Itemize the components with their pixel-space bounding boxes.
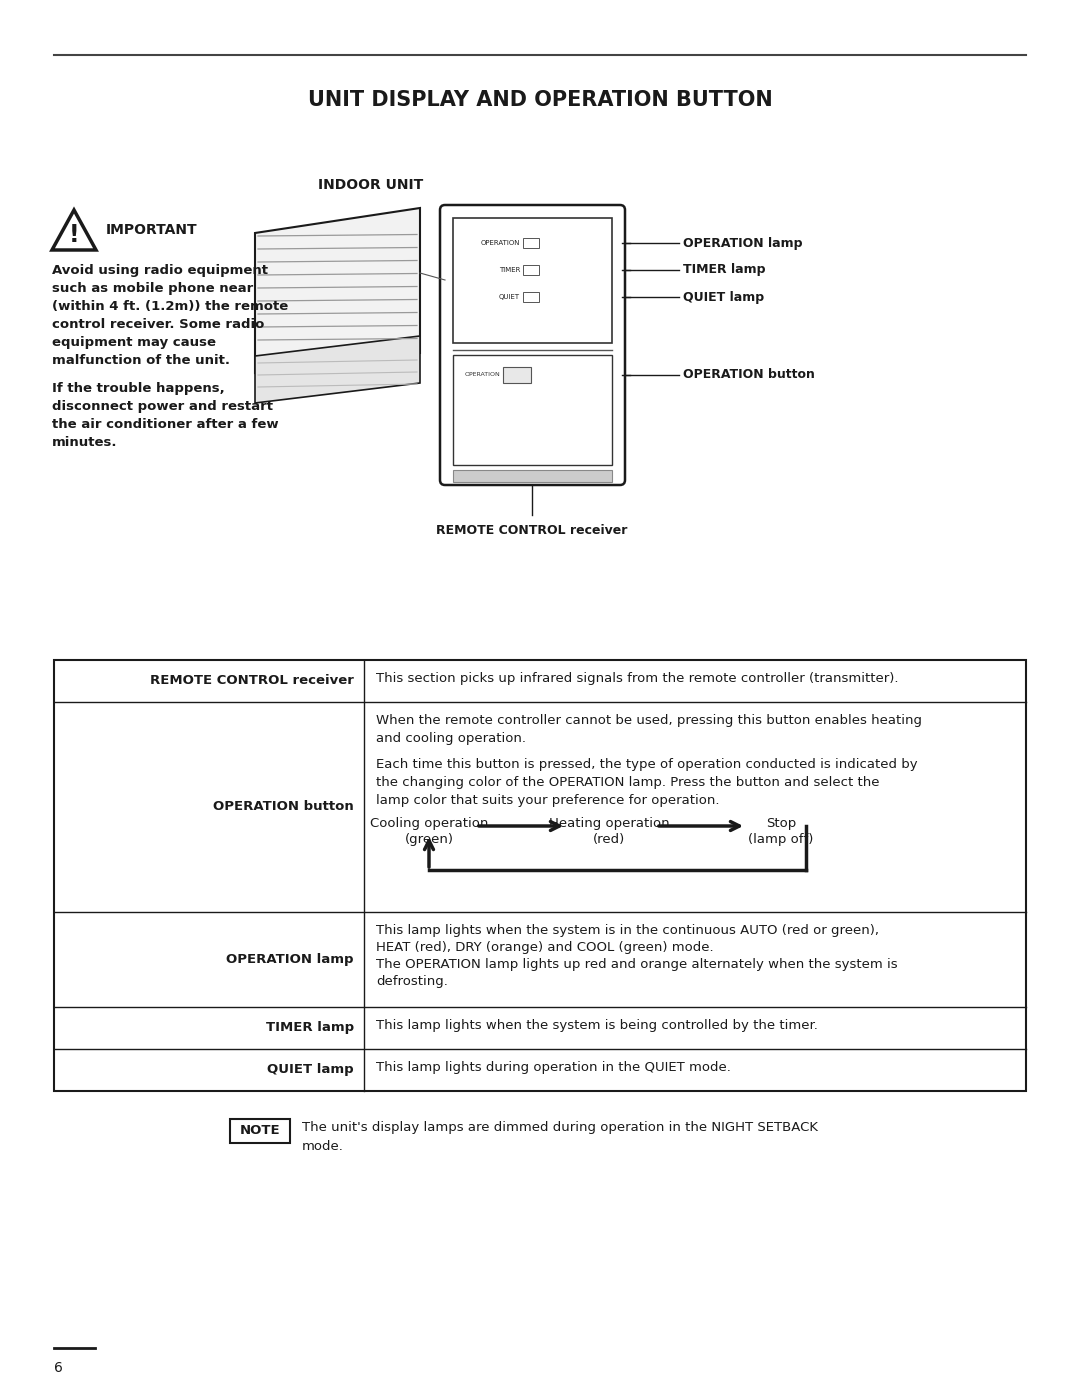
Bar xyxy=(523,265,539,275)
Text: This lamp lights when the system is being controlled by the timer.: This lamp lights when the system is bein… xyxy=(376,1018,818,1032)
Text: The OPERATION lamp lights up red and orange alternately when the system is: The OPERATION lamp lights up red and ora… xyxy=(376,958,897,971)
Text: and cooling operation.: and cooling operation. xyxy=(376,732,526,745)
Bar xyxy=(453,469,612,482)
Bar xyxy=(230,1119,291,1143)
Bar xyxy=(453,355,612,465)
Text: malfunction of the unit.: malfunction of the unit. xyxy=(52,353,230,367)
Text: Avoid using radio equipment: Avoid using radio equipment xyxy=(52,264,268,277)
Bar xyxy=(453,218,612,344)
Text: REMOTE CONTROL receiver: REMOTE CONTROL receiver xyxy=(436,524,627,536)
Text: Each time this button is pressed, the type of operation conducted is indicated b: Each time this button is pressed, the ty… xyxy=(376,759,918,771)
Text: lamp color that suits your preference for operation.: lamp color that suits your preference fo… xyxy=(376,793,719,807)
Text: (red): (red) xyxy=(593,833,625,847)
Text: TIMER lamp: TIMER lamp xyxy=(683,264,766,277)
Text: defrosting.: defrosting. xyxy=(376,975,448,988)
Text: (lamp off): (lamp off) xyxy=(748,833,813,847)
Text: UNIT DISPLAY AND OPERATION BUTTON: UNIT DISPLAY AND OPERATION BUTTON xyxy=(308,89,772,110)
Bar xyxy=(54,659,1026,1091)
Text: (green): (green) xyxy=(405,833,454,847)
Text: OPERATION lamp: OPERATION lamp xyxy=(227,953,354,965)
Text: QUIET lamp: QUIET lamp xyxy=(683,291,765,303)
Bar xyxy=(503,367,531,383)
Text: the air conditioner after a few: the air conditioner after a few xyxy=(52,418,279,432)
Text: OPERATION: OPERATION xyxy=(481,240,519,246)
Text: TIMER: TIMER xyxy=(499,267,519,272)
Text: control receiver. Some radio: control receiver. Some radio xyxy=(52,319,265,331)
Polygon shape xyxy=(255,208,420,373)
Text: This lamp lights during operation in the QUIET mode.: This lamp lights during operation in the… xyxy=(376,1060,731,1074)
Text: 6: 6 xyxy=(54,1361,63,1375)
Text: When the remote controller cannot be used, pressing this button enables heating: When the remote controller cannot be use… xyxy=(376,714,922,726)
FancyBboxPatch shape xyxy=(440,205,625,485)
Text: minutes.: minutes. xyxy=(52,436,118,448)
Text: QUIET lamp: QUIET lamp xyxy=(268,1063,354,1077)
Text: NOTE: NOTE xyxy=(240,1125,281,1137)
Text: If the trouble happens,: If the trouble happens, xyxy=(52,381,225,395)
Text: Stop: Stop xyxy=(766,817,796,830)
Text: (within 4 ft. (1.2m)) the remote: (within 4 ft. (1.2m)) the remote xyxy=(52,300,288,313)
Text: equipment may cause: equipment may cause xyxy=(52,337,216,349)
Text: This lamp lights when the system is in the continuous AUTO (red or green),: This lamp lights when the system is in t… xyxy=(376,923,879,937)
Text: REMOTE CONTROL receiver: REMOTE CONTROL receiver xyxy=(150,675,354,687)
Text: TIMER lamp: TIMER lamp xyxy=(266,1021,354,1035)
Text: IMPORTANT: IMPORTANT xyxy=(106,224,198,237)
Text: OPERATION: OPERATION xyxy=(464,373,500,377)
Text: This section picks up infrared signals from the remote controller (transmitter).: This section picks up infrared signals f… xyxy=(376,672,899,685)
Text: the changing color of the OPERATION lamp. Press the button and select the: the changing color of the OPERATION lamp… xyxy=(376,775,879,789)
Text: Cooling operation: Cooling operation xyxy=(369,817,488,830)
Text: !: ! xyxy=(69,224,79,247)
Text: INDOOR UNIT: INDOOR UNIT xyxy=(318,177,423,191)
Polygon shape xyxy=(52,210,96,250)
Text: Heating operation: Heating operation xyxy=(549,817,670,830)
Bar xyxy=(523,237,539,249)
Text: mode.: mode. xyxy=(302,1140,343,1153)
Bar xyxy=(523,292,539,302)
Text: OPERATION lamp: OPERATION lamp xyxy=(683,236,802,250)
Text: OPERATION button: OPERATION button xyxy=(213,800,354,813)
Text: HEAT (red), DRY (orange) and COOL (green) mode.: HEAT (red), DRY (orange) and COOL (green… xyxy=(376,942,714,954)
Text: disconnect power and restart: disconnect power and restart xyxy=(52,400,273,414)
Text: QUIET: QUIET xyxy=(499,293,519,300)
Polygon shape xyxy=(255,337,420,402)
Text: such as mobile phone near: such as mobile phone near xyxy=(52,282,253,295)
Text: OPERATION button: OPERATION button xyxy=(683,369,815,381)
Text: The unit's display lamps are dimmed during operation in the NIGHT SETBACK: The unit's display lamps are dimmed duri… xyxy=(302,1120,818,1134)
